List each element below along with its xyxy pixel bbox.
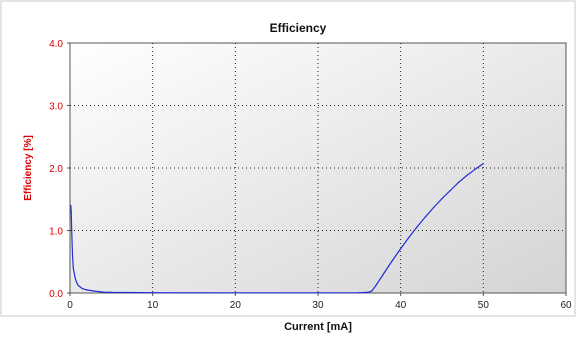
data-point xyxy=(466,174,468,177)
data-point xyxy=(474,168,476,170)
data-point xyxy=(358,292,360,294)
x-tick-label: 0 xyxy=(67,300,73,311)
x-tick-label: 10 xyxy=(147,300,159,311)
data-point xyxy=(375,284,377,287)
data-point xyxy=(457,181,460,183)
series-layer xyxy=(70,163,484,294)
data-point xyxy=(371,290,373,292)
y-tick-label: 1.0 xyxy=(49,227,63,238)
x-tick-label: 40 xyxy=(395,300,407,311)
data-point xyxy=(74,276,76,278)
data-point xyxy=(391,259,393,262)
data-point xyxy=(71,254,74,257)
y-tick-label: 3.0 xyxy=(49,102,63,113)
x-tick-label: 20 xyxy=(230,300,242,311)
x-tick-label: 30 xyxy=(312,300,324,311)
data-point xyxy=(482,163,484,165)
data-point xyxy=(152,292,154,294)
data-point xyxy=(81,288,83,290)
data-point xyxy=(416,226,418,228)
grid-layer xyxy=(67,42,567,296)
data-point xyxy=(317,292,319,294)
data-point xyxy=(433,206,435,208)
x-axis-label: Current [mA] xyxy=(284,321,352,333)
data-point xyxy=(383,272,385,274)
y-tick-label: 2.0 xyxy=(49,164,63,175)
data-point xyxy=(71,229,73,232)
data-point xyxy=(76,281,78,283)
chart-title: Efficiency xyxy=(270,21,327,35)
x-tick-label: 60 xyxy=(560,300,572,311)
x-tick-label: 50 xyxy=(478,300,490,311)
data-point xyxy=(449,189,451,192)
data-point xyxy=(85,289,88,291)
y-axis-label: Efficiency [%] xyxy=(23,135,34,201)
data-point xyxy=(70,211,72,213)
data-point xyxy=(400,248,402,250)
data-point xyxy=(408,236,410,238)
data-point xyxy=(424,216,427,218)
tick-labels: 0 10 20 30 40 50 60 0.0 1.0 2.0 3.0 4.0 xyxy=(49,39,572,311)
y-tick-label: 4.0 xyxy=(49,39,63,50)
y-tick-label: 0.0 xyxy=(49,289,63,300)
data-point xyxy=(72,267,74,269)
data-point xyxy=(94,290,96,292)
data-point xyxy=(441,198,443,200)
data-point xyxy=(77,284,79,287)
data-point xyxy=(234,292,236,294)
data-point xyxy=(70,204,72,207)
data-point xyxy=(367,291,369,293)
data-point xyxy=(110,291,112,293)
data-point xyxy=(102,291,104,293)
